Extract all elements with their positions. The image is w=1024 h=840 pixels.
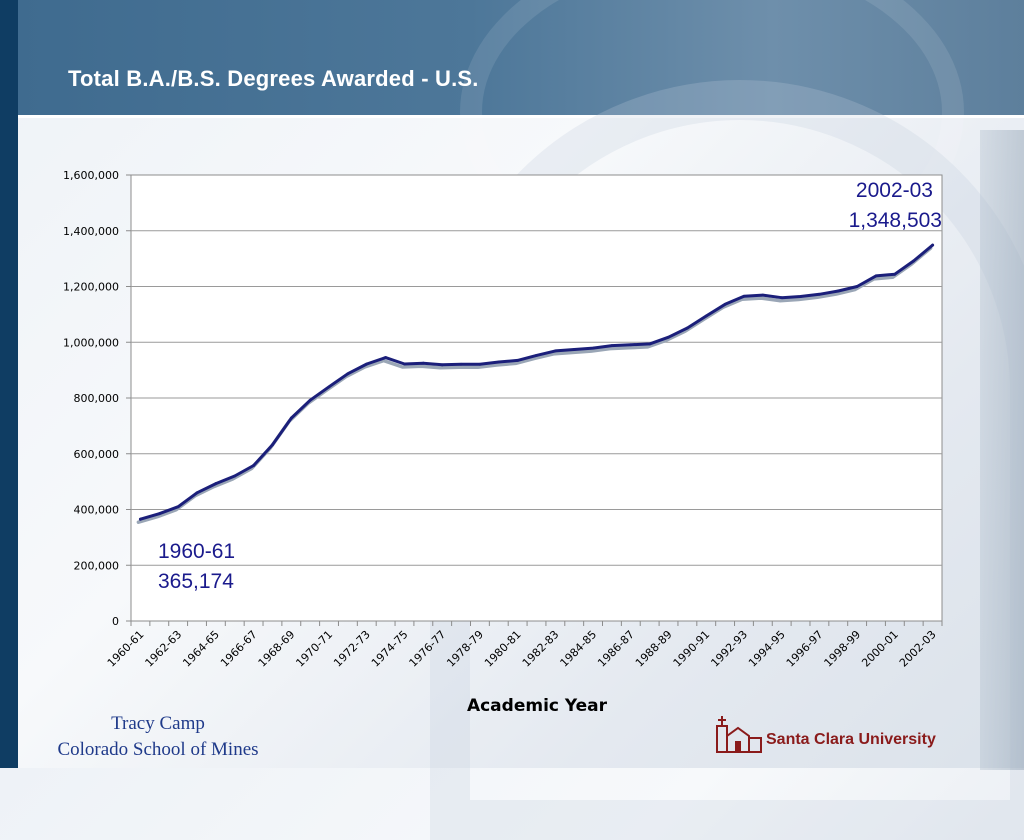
x-axis-ticks: 1960-611962-631964-651966-671968-691970-…	[105, 621, 943, 670]
data-point	[308, 398, 312, 402]
x-tick-label: 1972-73	[331, 628, 373, 670]
header-rule	[18, 115, 1024, 118]
header-band	[18, 0, 1024, 284]
institution-name: Colorado School of Mines	[57, 739, 259, 760]
data-point	[855, 285, 859, 288]
data-point	[195, 491, 199, 495]
author-name: Tracy Camp	[111, 713, 205, 734]
x-tick-label: 2002-03	[897, 628, 939, 670]
x-tick-label: 1986-87	[595, 628, 637, 670]
callout-end-period: 2002-03	[856, 179, 933, 202]
x-tick-label: 1984-85	[558, 628, 600, 670]
data-point	[761, 293, 765, 297]
x-tick-label: 1968-69	[256, 628, 298, 670]
callout-end-value: 1,348,503	[849, 209, 942, 232]
x-tick-label: 1992-93	[708, 628, 750, 670]
data-point	[157, 512, 161, 516]
data-point	[365, 362, 369, 366]
mission-church-icon	[716, 716, 762, 753]
data-point	[685, 326, 689, 330]
data-point	[176, 505, 180, 509]
x-tick-label: 1976-77	[407, 628, 449, 670]
data-point	[591, 346, 595, 350]
data-point	[553, 349, 557, 353]
y-tick-label: 600,000	[74, 448, 120, 461]
data-point	[799, 295, 802, 298]
callout-start-value: 365,174	[158, 570, 234, 593]
x-tick-label: 1974-75	[369, 628, 411, 670]
series-group	[136, 243, 935, 524]
y-tick-label: 1,000,000	[63, 336, 119, 349]
data-point	[742, 294, 746, 298]
logo-wordmark: Santa Clara University	[766, 731, 936, 748]
y-tick-label: 1,600,000	[63, 169, 119, 182]
data-point	[478, 362, 482, 366]
university-logo: Santa Clara University	[714, 714, 984, 754]
x-tick-label: 1978-79	[444, 628, 486, 670]
data-point	[384, 356, 388, 359]
data-point	[912, 259, 916, 263]
x-tick-label: 1990-91	[671, 628, 713, 670]
y-tick-label: 1,200,000	[63, 281, 119, 294]
x-tick-label: 1988-89	[633, 628, 675, 670]
x-axis-label: Academic Year	[467, 696, 608, 716]
data-point	[874, 274, 878, 278]
data-point	[931, 243, 934, 247]
x-tick-label: 1960-61	[105, 628, 147, 670]
data-point	[139, 517, 142, 521]
data-point	[667, 335, 670, 339]
data-point	[629, 343, 633, 347]
y-tick-label: 200,000	[74, 559, 120, 572]
y-tick-label: 0	[112, 615, 119, 628]
x-tick-label: 1980-81	[482, 628, 524, 670]
data-point	[497, 360, 501, 364]
y-tick-label: 400,000	[74, 504, 120, 517]
slide-title: Total B.A./B.S. Degrees Awarded - U.S.	[68, 66, 479, 91]
data-point	[572, 348, 576, 351]
data-point	[271, 443, 274, 447]
data-point	[893, 272, 897, 276]
y-tick-label: 1,400,000	[63, 225, 119, 238]
data-point	[346, 372, 350, 376]
data-point	[459, 362, 463, 366]
x-tick-label: 1998-99	[822, 628, 864, 670]
data-point	[704, 314, 708, 318]
x-tick-label: 1966-67	[218, 628, 260, 670]
x-tick-label: 1962-63	[143, 628, 185, 670]
background-column-decoration	[980, 130, 1024, 770]
x-tick-label: 1982-83	[520, 628, 562, 670]
data-point	[535, 353, 538, 357]
data-point	[818, 292, 821, 296]
data-point	[780, 296, 784, 300]
data-point	[233, 474, 237, 478]
data-point	[648, 342, 652, 346]
data-point	[289, 416, 293, 420]
data-point	[516, 358, 520, 362]
footer-credit: Tracy Camp Colorado School of Mines	[18, 711, 298, 763]
x-tick-label: 1964-65	[180, 628, 222, 670]
data-point	[836, 289, 840, 293]
data-point	[214, 482, 218, 485]
data-point	[421, 361, 425, 365]
callout-start-period: 1960-61	[158, 540, 235, 563]
line-chart: 0 200,000 400,000 600,000 800,000 1,000,000 1,…	[63, 169, 943, 716]
data-point	[440, 363, 444, 367]
data-point	[327, 385, 331, 389]
data-point	[610, 344, 614, 347]
y-axis-ticks: 0 200,000 400,000 600,000 800,000 1,000,000 1,…	[63, 169, 131, 628]
left-accent-bar	[0, 0, 18, 768]
x-tick-label: 1970-71	[293, 628, 335, 670]
data-point	[403, 362, 406, 366]
x-tick-label: 1994-95	[746, 628, 788, 670]
data-point	[723, 302, 727, 306]
x-tick-label: 1996-97	[784, 628, 826, 670]
x-tick-label: 2000-01	[859, 628, 901, 670]
y-tick-label: 800,000	[74, 392, 120, 405]
data-point	[252, 464, 255, 467]
